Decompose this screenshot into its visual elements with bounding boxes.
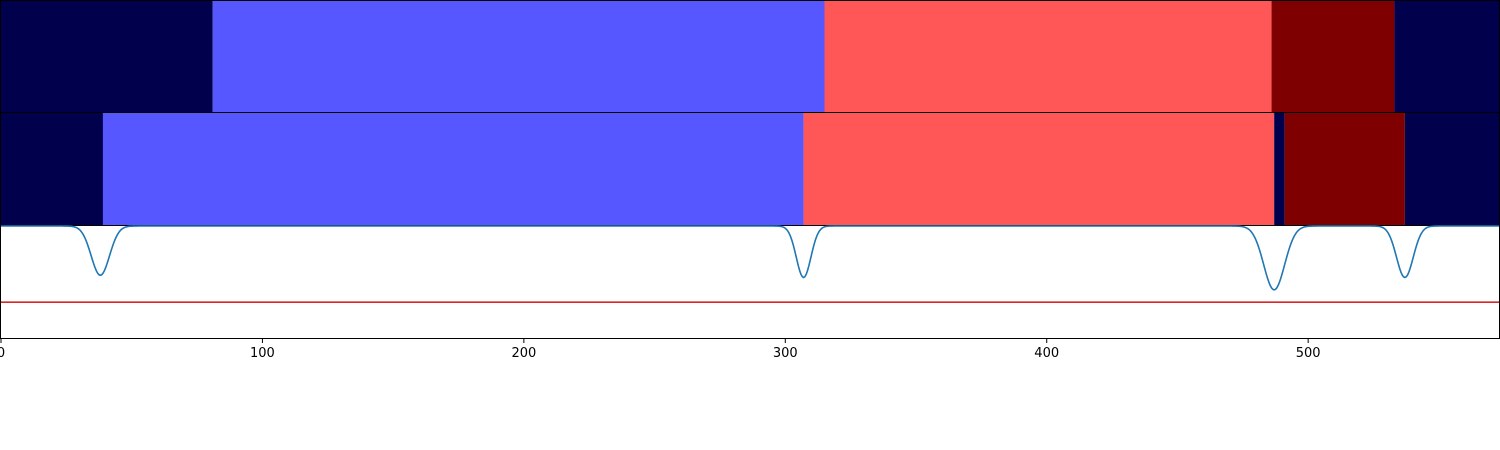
track-1-segment-5: [1404, 113, 1499, 225]
segmentation-track-bottom: [0, 112, 1500, 226]
track-1-segment-2: [803, 113, 1275, 225]
track-1-segment-1: [102, 113, 804, 225]
signal-panel: [0, 225, 1500, 339]
track-0-segment-1: [212, 1, 825, 112]
track-0-segment-3: [1271, 1, 1395, 112]
x-tick-label-5: 500: [1296, 346, 1321, 361]
x-axis: 0 100 200 300 400 500: [0, 338, 1321, 361]
segmentation-track-top: [0, 0, 1500, 113]
track-1-segment-3: [1274, 113, 1285, 225]
x-tick-label-4: 400: [1034, 346, 1059, 361]
track-0-segment-4: [1394, 1, 1499, 112]
track-1-segment-0: [1, 113, 103, 225]
x-tick-label-0: 0: [0, 346, 5, 361]
track-0-segment-2: [824, 1, 1272, 112]
x-tick-label-1: 100: [250, 346, 275, 361]
signal-panel-frame: [0, 225, 1500, 339]
signal-line: [1, 225, 1499, 291]
x-tick-label-3: 300: [773, 346, 798, 361]
track-0-segment-0: [1, 1, 213, 112]
track-1-segment-4: [1284, 113, 1405, 225]
x-tick-label-2: 200: [511, 346, 536, 361]
